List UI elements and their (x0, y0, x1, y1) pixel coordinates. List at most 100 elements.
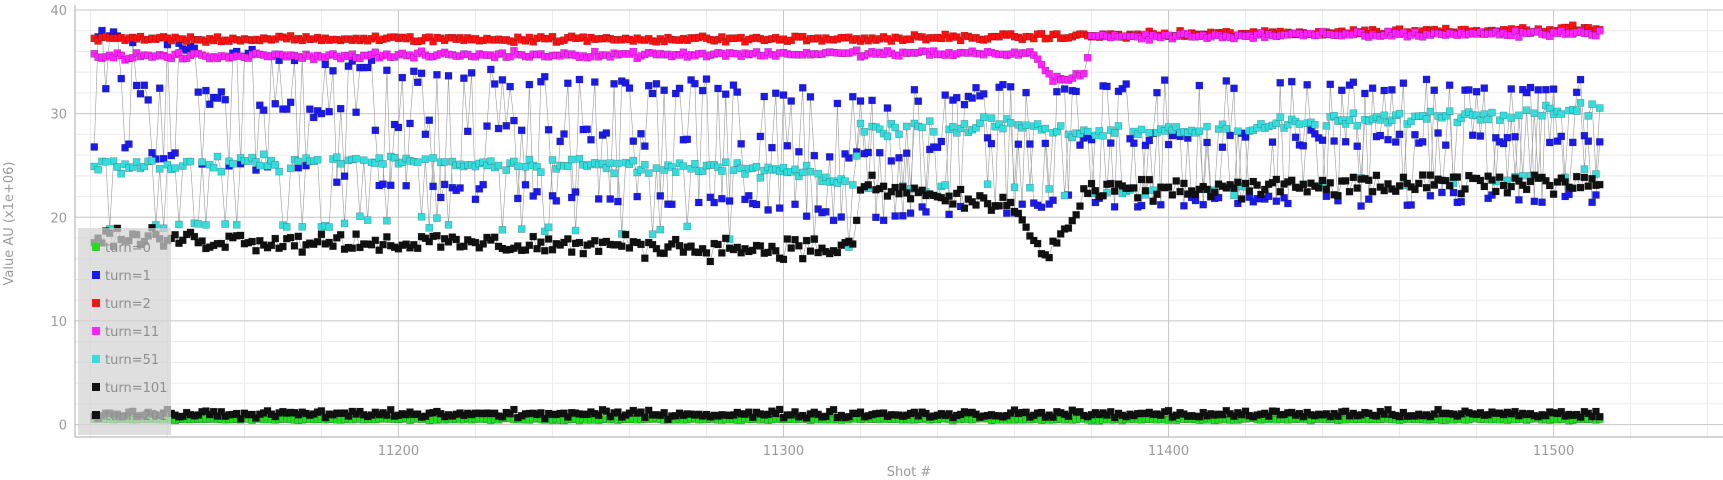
data-point (421, 130, 430, 139)
data-point (1056, 122, 1065, 130)
data-point (1091, 198, 1100, 207)
data-point (1133, 194, 1142, 202)
data-point (567, 248, 576, 256)
data-point (1160, 76, 1169, 84)
data-point (1395, 130, 1404, 139)
data-point (1365, 195, 1373, 203)
data-point (895, 154, 903, 162)
data-point (721, 90, 730, 98)
data-point (1511, 26, 1519, 35)
data-point (1295, 184, 1304, 192)
data-point (891, 123, 899, 132)
data-point (533, 244, 541, 253)
data-point (1542, 411, 1550, 420)
data-point (918, 123, 926, 132)
data-point (1557, 132, 1566, 141)
data-point (1426, 192, 1435, 200)
data-point (329, 67, 337, 75)
data-point (698, 86, 707, 95)
data-point (429, 154, 437, 162)
data-point (706, 257, 715, 266)
data-point (456, 184, 464, 192)
data-point (806, 93, 815, 101)
data-point (340, 172, 349, 180)
data-point (487, 157, 495, 165)
data-point (594, 247, 603, 256)
data-point (1303, 188, 1311, 196)
data-point (1022, 408, 1030, 416)
legend: turn=0 turn=1 turn=2 turn=11 turn=51 turn=101… (78, 228, 171, 435)
data-point (733, 159, 742, 167)
data-point (1141, 141, 1150, 150)
data-point (1445, 107, 1454, 115)
data-point (402, 181, 410, 190)
data-point (652, 244, 661, 253)
data-point (417, 69, 426, 78)
data-point (814, 205, 822, 213)
data-point (1495, 173, 1504, 181)
data-point (860, 128, 869, 136)
data-point (1168, 191, 1177, 199)
data-point (718, 33, 726, 41)
data-point (371, 159, 380, 167)
y-axis-label: Value AU (x1e+06) (2, 162, 17, 286)
data-point (1519, 181, 1527, 189)
data-point (398, 158, 407, 167)
data-point (660, 408, 668, 417)
data-point (1353, 142, 1361, 150)
data-point (810, 235, 819, 243)
data-point (953, 129, 961, 137)
data-point (136, 90, 145, 98)
data-point (675, 84, 684, 93)
data-point (502, 122, 511, 130)
data-point (1214, 193, 1223, 202)
data-point (1299, 180, 1308, 189)
data-point (217, 167, 226, 176)
data-point (1076, 202, 1084, 210)
data-point (602, 164, 611, 172)
data-point (529, 38, 537, 46)
data-point (641, 160, 649, 169)
x-tick-label: 11200 (378, 444, 419, 459)
data-point (802, 236, 811, 245)
data-point (1545, 181, 1554, 190)
data-point (899, 183, 907, 191)
data-point (333, 153, 341, 161)
data-point (1376, 116, 1385, 124)
data-point (1311, 130, 1319, 138)
data-point (1272, 175, 1281, 184)
x-tick-label: 11400 (1148, 444, 1189, 459)
data-point (1245, 187, 1254, 195)
data-point (1572, 172, 1581, 181)
data-point (213, 412, 222, 420)
data-point (879, 216, 888, 225)
data-point (1314, 184, 1323, 192)
data-point (933, 143, 942, 152)
data-point (841, 177, 849, 185)
data-point (1430, 181, 1438, 189)
data-point (194, 220, 202, 228)
data-point (575, 238, 584, 247)
data-point (1542, 85, 1550, 94)
data-point (1365, 176, 1373, 185)
data-point (1380, 111, 1388, 120)
data-point (386, 181, 395, 190)
data-point (1380, 31, 1388, 40)
data-point (544, 223, 553, 232)
data-point (294, 232, 303, 241)
data-point (875, 125, 884, 133)
data-point (606, 53, 614, 61)
data-point (352, 108, 360, 116)
data-point (702, 75, 711, 83)
data-point (829, 405, 838, 414)
data-point (795, 172, 803, 181)
data-point (833, 248, 842, 257)
data-point (1453, 118, 1462, 127)
data-point (1499, 181, 1508, 190)
data-point (1476, 116, 1485, 124)
data-point (1276, 113, 1284, 121)
data-point (1110, 203, 1119, 211)
data-point (1076, 407, 1084, 416)
data-point (271, 234, 279, 243)
data-point (371, 126, 380, 135)
